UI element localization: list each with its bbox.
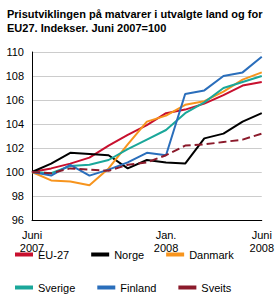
svg-text:Juni: Juni <box>252 229 272 241</box>
svg-text:Finland: Finland <box>120 282 156 294</box>
svg-text:Jan.: Jan. <box>156 229 177 241</box>
svg-text:2008: 2008 <box>154 242 178 254</box>
svg-text:104: 104 <box>6 118 24 130</box>
svg-text:108: 108 <box>6 70 24 82</box>
svg-text:100: 100 <box>6 166 24 178</box>
svg-text:110: 110 <box>6 46 24 58</box>
svg-text:EU-27: EU-27 <box>38 249 69 261</box>
svg-text:Sveits: Sveits <box>201 282 231 294</box>
svg-text:96: 96 <box>12 214 24 226</box>
svg-text:98: 98 <box>12 190 24 202</box>
svg-text:Juni: Juni <box>22 229 42 241</box>
svg-text:Danmark: Danmark <box>189 249 234 261</box>
svg-text:Prisutviklingen på matvarer i: Prisutviklingen på matvarer i utvalgte l… <box>7 8 266 20</box>
svg-text:Norge: Norge <box>114 249 144 261</box>
svg-text:EU27. Indekser. Juni 2007=100: EU27. Indekser. Juni 2007=100 <box>7 22 166 34</box>
svg-text:2007: 2007 <box>19 241 45 254</box>
svg-text:102: 102 <box>6 142 24 154</box>
svg-text:106: 106 <box>6 94 24 106</box>
svg-text:2008: 2008 <box>250 242 274 254</box>
svg-text:Sverige: Sverige <box>38 282 75 294</box>
